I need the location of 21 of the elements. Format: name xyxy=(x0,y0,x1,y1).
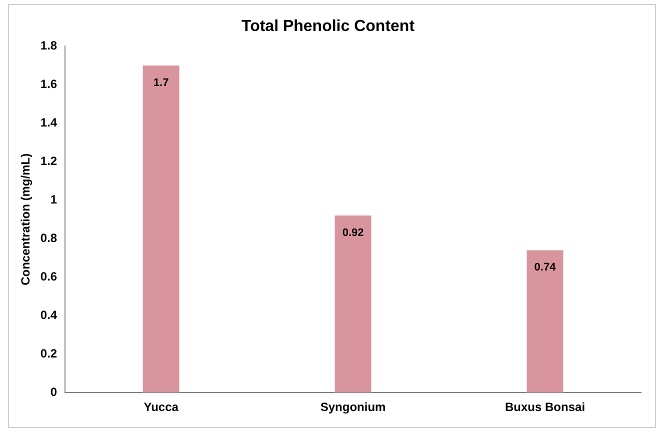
y-tick-label: 0.2 xyxy=(40,346,58,360)
x-tick-label: Yucca xyxy=(144,400,179,414)
y-tick-label: 0.6 xyxy=(40,269,58,284)
y-axis-title: Concentration (mg/mL) xyxy=(18,153,33,286)
data-label: 1.7 xyxy=(153,76,169,89)
data-label: 0.74 xyxy=(534,262,557,274)
bar xyxy=(526,250,564,393)
y-tick-label: 1.6 xyxy=(40,77,58,91)
x-tick-label: Buxus Bonsai xyxy=(505,400,586,414)
y-tick-label: 1 xyxy=(50,192,58,206)
y-tick-label: 0 xyxy=(50,384,58,399)
y-tick-label: 0.8 xyxy=(40,230,58,245)
data-label: 0.92 xyxy=(342,227,364,240)
bar xyxy=(334,216,372,393)
bar xyxy=(142,65,180,393)
y-tick-label: 1.8 xyxy=(40,38,58,53)
chart-title: Total Phenolic Content xyxy=(241,18,416,36)
y-tick-label: 0.4 xyxy=(40,308,58,322)
x-tick-label: Syngonium xyxy=(320,400,386,414)
y-tick-label: 1.2 xyxy=(40,154,58,168)
y-tick-label: 1.4 xyxy=(40,115,58,130)
